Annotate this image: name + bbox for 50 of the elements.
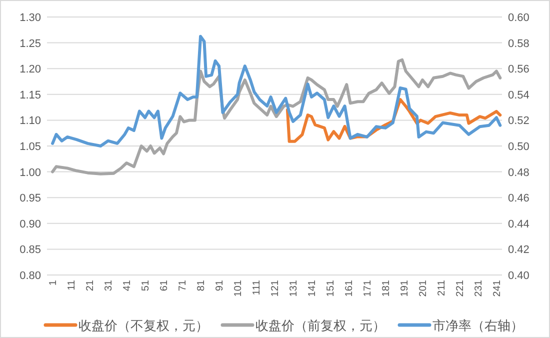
x-tick-label: 71 xyxy=(178,280,189,292)
x-tick-label: 181 xyxy=(380,280,392,297)
y2-tick-label: 0.58 xyxy=(508,38,530,50)
y2-tick-label: 0.52 xyxy=(508,115,530,128)
x-tick-label: 41 xyxy=(122,280,134,292)
y-tick-label: 0.95 xyxy=(20,192,41,205)
y2-tick-label: 0.42 xyxy=(508,244,530,256)
x-tick-label: 211 xyxy=(436,280,448,296)
x-tick-label: 131 xyxy=(288,280,300,297)
legend-label: 收盘价（前复权，元） xyxy=(256,318,386,333)
y2-tick-label: 0.56 xyxy=(508,64,530,76)
x-tick-label: 231 xyxy=(473,280,484,297)
x-tick-label: 191 xyxy=(399,280,410,297)
y-tick-label: 1.00 xyxy=(20,166,41,179)
y-tick-label: 0.90 xyxy=(20,218,41,230)
x-tick-label: 1 xyxy=(48,280,60,286)
legend-label: 市净率（右轴） xyxy=(432,318,524,333)
y2-tick-label: 0.46 xyxy=(508,192,530,205)
x-tick-label: 221 xyxy=(454,280,466,297)
y2-tick-label: 0.60 xyxy=(508,12,530,24)
y-tick-label: 1.10 xyxy=(20,115,41,128)
y-tick-label: 0.85 xyxy=(20,244,41,256)
x-tick-label: 201 xyxy=(418,280,429,297)
y-tick-label: 1.05 xyxy=(20,141,41,153)
y-tick-label: 1.15 xyxy=(20,89,41,102)
x-tick-label: 31 xyxy=(104,280,115,292)
y2-tick-label: 0.40 xyxy=(508,270,530,282)
x-tick-label: 81 xyxy=(196,280,208,292)
y-tick-label: 1.30 xyxy=(20,12,41,24)
y-tick-label: 0.80 xyxy=(20,270,41,282)
y2-tick-label: 0.50 xyxy=(508,141,530,153)
x-tick-label: 51 xyxy=(140,280,152,292)
x-tick-label: 241 xyxy=(492,280,503,297)
y2-tick-label: 0.44 xyxy=(508,218,530,230)
x-tick-label: 141 xyxy=(306,280,318,297)
x-tick-label: 161 xyxy=(344,280,355,297)
x-tick-label: 121 xyxy=(270,280,281,297)
y2-tick-label: 0.48 xyxy=(508,166,530,179)
x-tick-label: 101 xyxy=(233,280,244,297)
y2-tick-label: 0.54 xyxy=(508,89,530,102)
x-tick-label: 21 xyxy=(85,280,96,292)
y-tick-label: 1.20 xyxy=(20,64,41,76)
x-tick-label: 61 xyxy=(159,280,170,292)
x-tick-label: 111 xyxy=(252,280,263,296)
legend-label: 收盘价（不复权，元） xyxy=(78,318,208,333)
x-tick-label: 11 xyxy=(66,280,78,290)
x-tick-label: 171 xyxy=(362,280,374,297)
x-tick-label: 91 xyxy=(214,280,226,292)
x-tick-label: 151 xyxy=(325,280,336,297)
y-tick-label: 1.25 xyxy=(20,38,41,50)
